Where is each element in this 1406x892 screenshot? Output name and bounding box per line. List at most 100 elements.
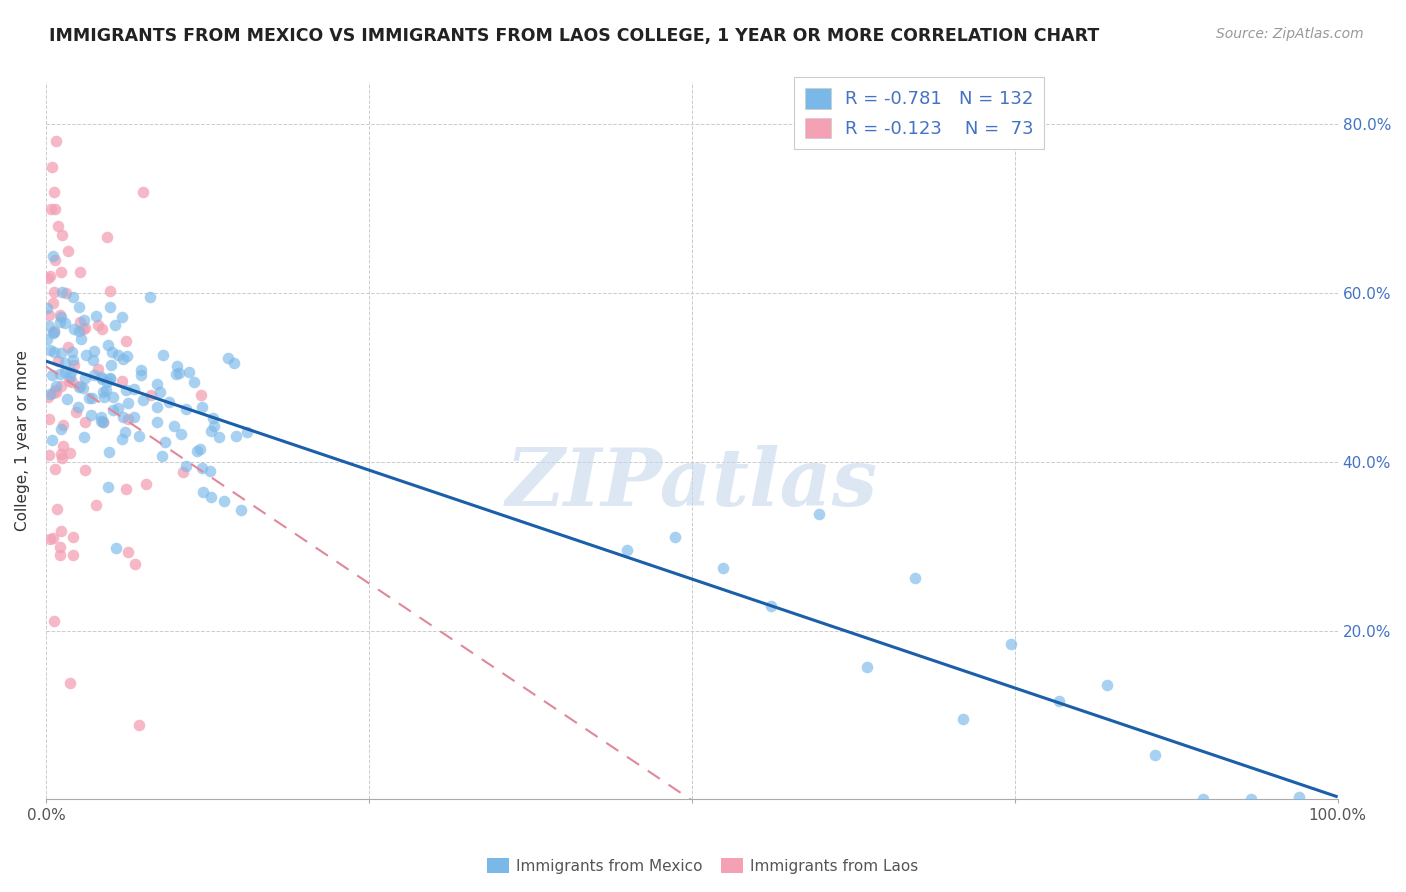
Point	[98, 444, 121, 458]
Point	[49, 310, 72, 324]
Point	[42, 285, 65, 299]
Point	[73, 430, 96, 444]
Point	[49, 367, 72, 381]
Point	[44, 252, 66, 267]
Point	[146, 415, 169, 429]
Point	[72, 381, 94, 395]
Point	[212, 494, 235, 508]
Point	[38, 412, 60, 426]
Point	[41, 160, 63, 174]
Point	[82, 353, 104, 368]
Point	[84, 498, 107, 512]
Point	[55, 392, 77, 406]
Point	[62, 290, 84, 304]
Point	[174, 401, 197, 416]
Point	[104, 318, 127, 333]
Point	[128, 718, 150, 732]
Point	[96, 375, 118, 389]
Point	[37, 270, 59, 285]
Point	[45, 502, 67, 516]
Point	[98, 371, 121, 385]
Point	[39, 202, 62, 216]
Point	[69, 265, 91, 279]
Point	[53, 356, 76, 370]
Point	[73, 463, 96, 477]
Point	[100, 358, 122, 372]
Point	[904, 571, 927, 585]
Point	[129, 368, 152, 382]
Point	[90, 322, 112, 336]
Point	[186, 444, 208, 458]
Point	[90, 410, 112, 425]
Point	[163, 419, 186, 434]
Point	[49, 378, 72, 392]
Point	[52, 418, 75, 433]
Point	[153, 434, 176, 449]
Point	[67, 401, 90, 415]
Point	[117, 396, 139, 410]
Point	[76, 348, 98, 362]
Point	[87, 362, 110, 376]
Point	[202, 418, 225, 433]
Point	[38, 308, 60, 322]
Point	[145, 400, 167, 414]
Point	[49, 447, 72, 461]
Text: Source: ZipAtlas.com: Source: ZipAtlas.com	[1216, 27, 1364, 41]
Point	[236, 425, 259, 439]
Point	[98, 284, 121, 298]
Point	[222, 356, 245, 370]
Point	[37, 390, 59, 404]
Point	[49, 265, 72, 279]
Point	[67, 380, 90, 394]
Point	[59, 446, 82, 460]
Point	[952, 712, 974, 726]
Point	[44, 614, 66, 628]
Point	[104, 541, 127, 555]
Point	[117, 545, 139, 559]
Point	[44, 462, 66, 476]
Point	[172, 465, 194, 479]
Point	[53, 316, 76, 330]
Point	[111, 374, 134, 388]
Point	[73, 415, 96, 429]
Point	[94, 383, 117, 397]
Point	[59, 365, 82, 379]
Point	[191, 460, 214, 475]
Point	[107, 348, 129, 362]
Point	[132, 185, 155, 199]
Point	[1047, 694, 1070, 708]
Point	[39, 532, 62, 546]
Point	[193, 485, 215, 500]
Point	[41, 433, 63, 447]
Point	[60, 344, 83, 359]
Point	[59, 370, 82, 384]
Point	[225, 429, 247, 443]
Point	[217, 351, 239, 365]
Point	[44, 325, 66, 339]
Point	[117, 412, 139, 426]
Point	[131, 392, 153, 407]
Point	[711, 560, 734, 574]
Point	[59, 675, 82, 690]
Point	[135, 477, 157, 491]
Point	[39, 343, 62, 358]
Point	[229, 503, 252, 517]
Point	[84, 309, 107, 323]
Point	[37, 301, 59, 316]
Point	[149, 384, 172, 399]
Point	[111, 410, 134, 425]
Point	[69, 315, 91, 329]
Point	[97, 480, 120, 494]
Point	[856, 660, 879, 674]
Point	[79, 392, 101, 406]
Point	[44, 324, 66, 338]
Point	[44, 202, 66, 216]
Point	[93, 385, 115, 400]
Point	[52, 440, 75, 454]
Point	[73, 320, 96, 334]
Point	[53, 365, 76, 379]
Point	[49, 524, 72, 538]
Point	[124, 382, 146, 396]
Point	[58, 374, 80, 388]
Point	[111, 433, 134, 447]
